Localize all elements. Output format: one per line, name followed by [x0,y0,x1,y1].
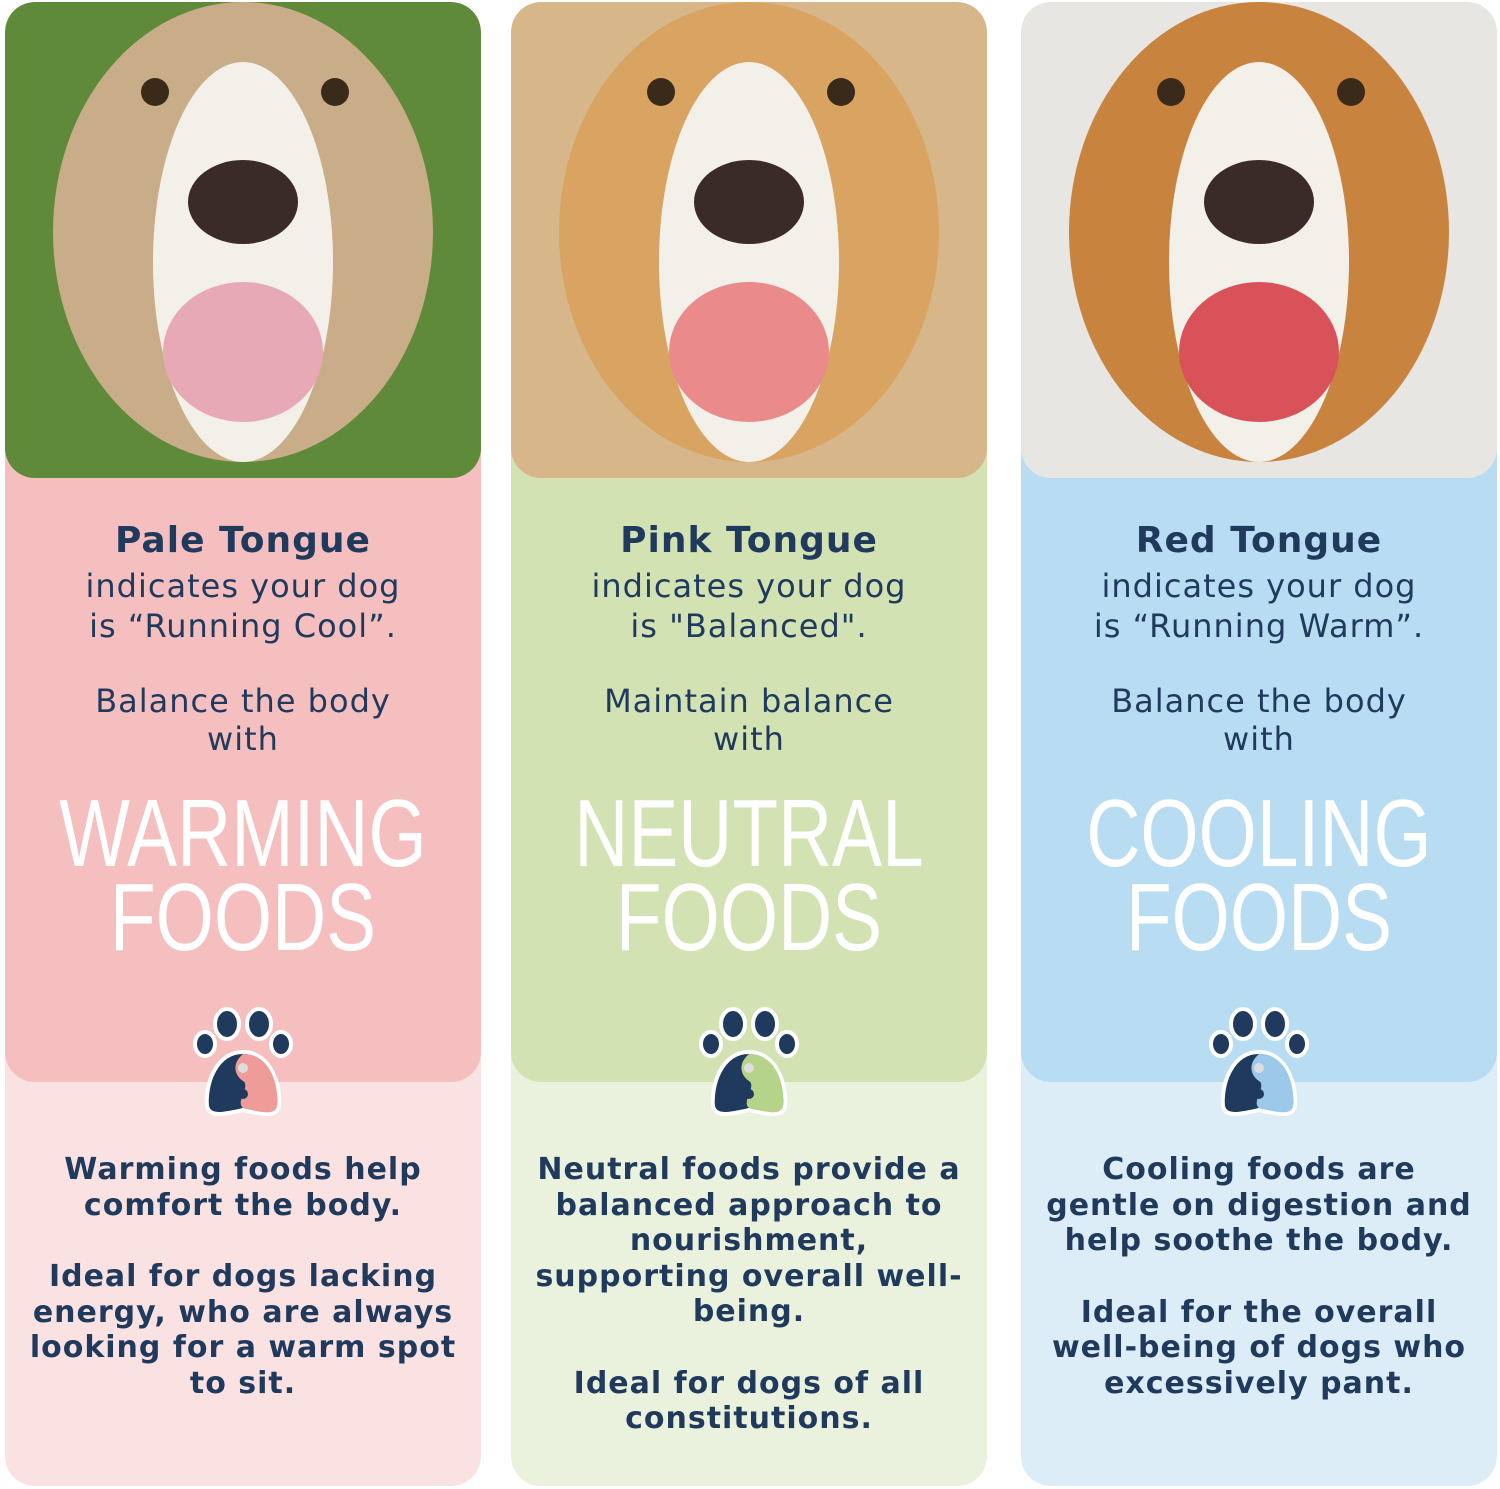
indication-text: indicates your dog is “Running Cool”. [5,566,481,646]
yin-yang-paw-icon [697,1006,801,1120]
state-line: is “Running Cool”. [89,607,397,645]
description-para-2: Ideal for dogs of all constitutions. [573,1365,925,1437]
description-text: Warming foods help comfort the body. Ide… [25,1152,461,1437]
balance-with: with [713,720,785,758]
description-panel [1021,1042,1497,1486]
food-type-heading: NEUTRAL FOODS [563,780,934,971]
dog-photo [5,2,481,478]
yin-yang-paw-icon [191,1006,295,1120]
balance-with: with [1223,720,1295,758]
description-panel [5,1042,481,1486]
description-para-1: Warming foods help comfort the body. [64,1152,422,1223]
foods-label: FOODS [1125,864,1393,971]
food-type: NEUTRAL [574,780,924,887]
state-line: is "Balanced". [630,607,868,645]
foods-label: FOODS [109,864,377,971]
dog-photo [511,2,987,478]
indication-line: indicates your dog [1101,567,1417,605]
tongue-title: Pink Tongue [620,520,878,561]
tongue-column: Pink Tongue indicates your dog is "Balan… [511,2,987,1486]
balance-text: Balance the body with [5,682,481,758]
description-para-1: Neutral foods provide a balanced approac… [535,1152,963,1329]
yin-yang-paw-icon [1207,1006,1311,1120]
description-para-2: Ideal for the overall well-being of dogs… [1051,1294,1467,1401]
indication-line: indicates your dog [85,567,401,605]
balance-line: Balance the body [1111,682,1407,720]
state-line: is “Running Warm”. [1093,607,1425,645]
description-panel [511,1042,987,1486]
description-text: Cooling foods are gentle on digestion an… [1041,1152,1477,1437]
balance-line: Maintain balance [604,682,894,720]
balance-with: with [207,720,279,758]
indication-line: indicates your dog [591,567,907,605]
description-para-2: Ideal for dogs lacking energy, who are a… [29,1259,457,1401]
dog-photo [1021,2,1497,478]
tongue-title: Red Tongue [1135,520,1383,561]
description-text: Neutral foods provide a balanced approac… [531,1152,967,1473]
food-type: WARMING [59,780,427,887]
indication-text: indicates your dog is "Balanced". [511,566,987,646]
indication-text: indicates your dog is “Running Warm”. [1021,566,1497,646]
tongue-title: Pale Tongue [115,520,371,561]
tongue-column: Red Tongue indicates your dog is “Runnin… [1021,2,1497,1486]
description-para-1: Cooling foods are gentle on digestion an… [1046,1152,1472,1258]
balance-text: Maintain balance with [511,682,987,758]
balance-text: Balance the body with [1021,682,1497,758]
foods-label: FOODS [615,864,883,971]
food-type-heading: COOLING FOODS [1073,780,1444,971]
food-type: COOLING [1086,780,1432,887]
balance-line: Balance the body [95,682,391,720]
tongue-column: Pale Tongue indicates your dog is “Runni… [5,2,481,1486]
food-type-heading: WARMING FOODS [57,780,428,971]
